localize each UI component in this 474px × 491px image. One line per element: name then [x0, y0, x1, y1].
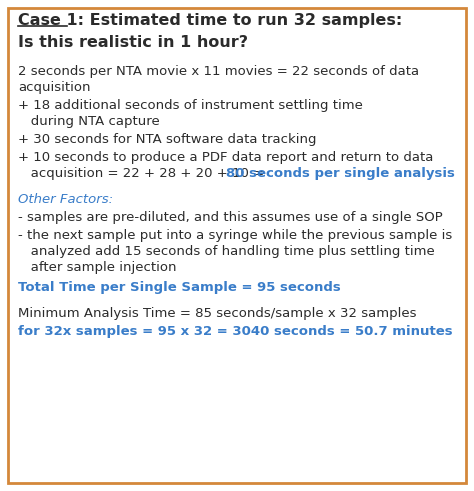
- Text: Other Factors:: Other Factors:: [18, 193, 113, 206]
- Text: 80 seconds per single analysis: 80 seconds per single analysis: [226, 167, 455, 180]
- Text: during NTA capture: during NTA capture: [18, 115, 160, 128]
- Text: Is this realistic in 1 hour?: Is this realistic in 1 hour?: [18, 35, 248, 50]
- Text: acquisition = 22 + 28 + 20 + 10 =: acquisition = 22 + 28 + 20 + 10 =: [18, 167, 268, 180]
- Text: + 30 seconds for NTA software data tracking: + 30 seconds for NTA software data track…: [18, 133, 317, 146]
- FancyBboxPatch shape: [8, 8, 466, 483]
- Text: Total Time per Single Sample = 95 seconds: Total Time per Single Sample = 95 second…: [18, 281, 341, 294]
- Text: - the next sample put into a syringe while the previous sample is: - the next sample put into a syringe whi…: [18, 229, 452, 242]
- Text: - samples are pre-diluted, and this assumes use of a single SOP: - samples are pre-diluted, and this assu…: [18, 211, 443, 224]
- Text: Minimum Analysis Time = 85 seconds/sample x 32 samples: Minimum Analysis Time = 85 seconds/sampl…: [18, 307, 417, 320]
- Text: + 10 seconds to produce a PDF data report and return to data: + 10 seconds to produce a PDF data repor…: [18, 151, 433, 164]
- Text: 2 seconds per NTA movie x 11 movies = 22 seconds of data: 2 seconds per NTA movie x 11 movies = 22…: [18, 65, 419, 78]
- Text: acquisition: acquisition: [18, 81, 91, 94]
- Text: analyzed add 15 seconds of handling time plus settling time: analyzed add 15 seconds of handling time…: [18, 245, 435, 258]
- Text: Case 1: Estimated time to run 32 samples:: Case 1: Estimated time to run 32 samples…: [18, 13, 402, 28]
- Text: + 18 additional seconds of instrument settling time: + 18 additional seconds of instrument se…: [18, 99, 363, 112]
- Text: for 32x samples = 95 x 32 = 3040 seconds = 50.7 minutes: for 32x samples = 95 x 32 = 3040 seconds…: [18, 325, 453, 338]
- Text: after sample injection: after sample injection: [18, 261, 176, 274]
